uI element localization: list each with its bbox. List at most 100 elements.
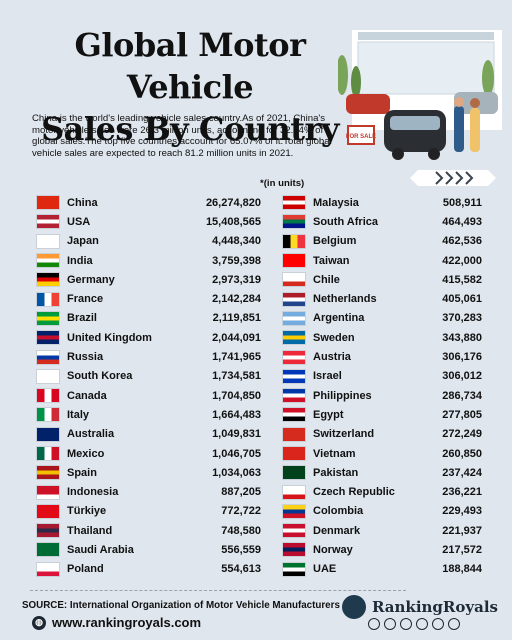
country-name: Mexico: [67, 447, 105, 460]
table-row: Austria 306,176: [282, 347, 482, 366]
country-name: Poland: [67, 563, 104, 576]
country-name: USA: [67, 215, 91, 228]
sales-value: 2,142,284: [212, 293, 261, 306]
sales-value: 1,741,965: [212, 351, 261, 364]
table-row: Poland 554,613: [36, 560, 261, 579]
country-name: Pakistan: [313, 466, 359, 479]
sales-value: 415,582: [442, 273, 482, 286]
table-row: Saudi Arabia 556,559: [36, 540, 261, 559]
table-row: Netherlands 405,061: [282, 289, 482, 308]
flag-icon: [36, 407, 60, 423]
tiktok-icon[interactable]: [432, 618, 444, 630]
instagram-icon[interactable]: [416, 618, 428, 630]
website-text: www.rankingroyals.com: [52, 615, 202, 630]
country-name: Saudi Arabia: [67, 543, 134, 556]
country-name: Egypt: [313, 408, 344, 421]
table-row: Malaysia 508,911: [282, 193, 482, 212]
country-name: Canada: [67, 389, 107, 402]
sales-value: 2,044,091: [212, 331, 261, 344]
footer-divider: [30, 590, 406, 591]
country-name: Belgium: [313, 235, 357, 248]
sales-value: 887,205: [221, 486, 261, 499]
country-name: Austria: [313, 351, 351, 364]
flag-icon: [282, 523, 306, 539]
globe-icon: ◍: [32, 615, 46, 630]
table-row: Indonesia 887,205: [36, 482, 261, 501]
table-row: Taiwan 422,000: [282, 251, 482, 270]
table-row: Sweden 343,880: [282, 328, 482, 347]
table-row: Denmark 221,937: [282, 521, 482, 540]
sales-value: 370,283: [442, 312, 482, 325]
sales-value: 405,061: [442, 293, 482, 306]
country-name: United Kingdom: [67, 331, 152, 344]
flag-icon: [36, 503, 60, 519]
table-row: China 26,274,820: [36, 193, 261, 212]
country-name: Norway: [313, 543, 353, 556]
flag-icon: [36, 253, 60, 269]
table-row: Germany 2,973,319: [36, 270, 261, 289]
flag-icon: [36, 388, 60, 404]
country-name: Philippines: [313, 389, 372, 402]
brand-name: RankingRoyals: [372, 598, 498, 616]
table-row: UAE 188,844: [282, 560, 482, 579]
flag-icon: [36, 349, 60, 365]
table-row: Chile 415,582: [282, 270, 482, 289]
country-name: Netherlands: [313, 293, 377, 306]
sales-value: 422,000: [442, 254, 482, 267]
table-row: Argentina 370,283: [282, 309, 482, 328]
flag-icon: [282, 214, 306, 230]
youtube-icon[interactable]: [384, 618, 396, 630]
sales-value: 508,911: [442, 196, 482, 209]
country-name: Israel: [313, 370, 342, 383]
source-note: SOURCE: International Organization of Mo…: [22, 600, 340, 611]
country-name: France: [67, 293, 104, 306]
flag-icon: [36, 310, 60, 326]
sales-value: 229,493: [442, 505, 482, 518]
sales-value: 554,613: [221, 563, 261, 576]
table-row: Canada 1,704,850: [36, 386, 261, 405]
flag-icon: [36, 561, 60, 577]
country-name: Thailand: [67, 524, 113, 537]
flag-icon: [36, 426, 60, 442]
sales-value: 260,850: [442, 447, 482, 460]
sales-value: 221,937: [442, 524, 482, 537]
intro-paragraph: China is the world's leading vehicle sal…: [32, 113, 332, 159]
flag-icon: [36, 214, 60, 230]
table-row: Mexico 1,046,705: [36, 444, 261, 463]
country-name: Russia: [67, 351, 104, 364]
table-row: USA 15,408,565: [36, 212, 261, 231]
pinterest-icon[interactable]: [448, 618, 460, 630]
sales-value: 306,176: [442, 351, 482, 364]
sales-value: 26,274,820: [205, 196, 261, 209]
facebook-icon[interactable]: [368, 618, 380, 630]
sales-value: 1,049,831: [212, 428, 261, 441]
flag-icon: [36, 272, 60, 288]
table-row: France 2,142,284: [36, 289, 261, 308]
table-row: Philippines 286,734: [282, 386, 482, 405]
twitter-icon[interactable]: [400, 618, 412, 630]
flag-icon: [282, 446, 306, 461]
table-row: Israel 306,012: [282, 367, 482, 386]
flag-icon: [282, 407, 306, 423]
flag-icon: [282, 253, 306, 269]
table-row: Vietnam 260,850: [282, 444, 482, 463]
table-row: Australia 1,049,831: [36, 425, 261, 444]
country-name: Colombia: [313, 505, 364, 518]
sales-value: 3,759,398: [212, 254, 261, 267]
ranking-column-left: China 26,274,820 USA 15,408,565 Japan 4,448,3…: [36, 193, 261, 579]
table-row: Brazil 2,119,851: [36, 309, 261, 328]
flag-icon: [282, 368, 306, 384]
country-name: South Korea: [67, 370, 133, 383]
flag-icon: [36, 446, 60, 461]
table-row: United Kingdom 2,044,091: [36, 328, 261, 347]
sales-value: 748,580: [221, 524, 261, 537]
social-icons: [368, 618, 464, 630]
country-name: Switzerland: [313, 428, 375, 441]
country-name: South Africa: [313, 215, 378, 228]
table-row: Belgium 462,536: [282, 232, 482, 251]
table-row: Spain 1,034,063: [36, 463, 261, 482]
website-link[interactable]: ◍ www.rankingroyals.com: [32, 615, 201, 630]
flag-icon: [36, 523, 60, 539]
country-name: Australia: [67, 428, 115, 441]
flag-icon: [36, 195, 60, 211]
